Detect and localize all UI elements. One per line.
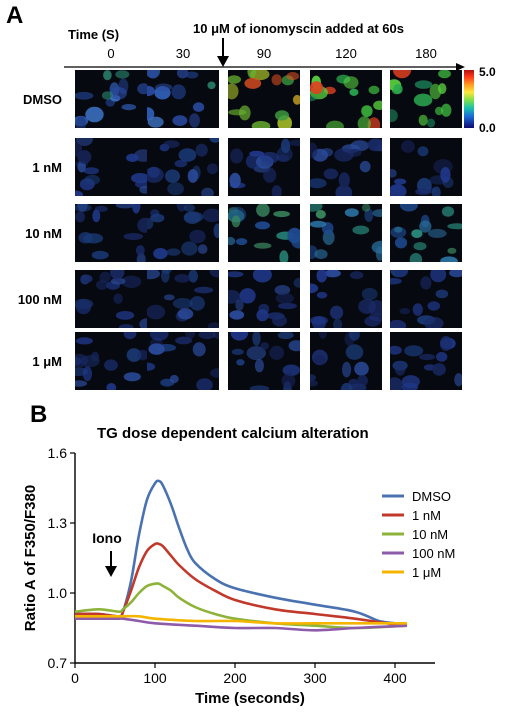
x-tick-label: 0	[71, 670, 79, 686]
fluorescence-image	[310, 70, 382, 128]
x-tick-label: 300	[303, 670, 327, 686]
fluorescence-image	[228, 70, 300, 128]
concentration-row-label: 10 nM	[25, 226, 62, 241]
fluorescence-image	[75, 138, 147, 196]
calcium-line-chart: TG dose dependent calcium alteration 0.7 1…	[22, 425, 455, 707]
time-axis-label: Time (S)	[68, 27, 120, 42]
annotation-unit: μM	[211, 21, 230, 36]
x-tick-label: 400	[383, 670, 407, 686]
fluorescence-image	[310, 204, 382, 262]
fluorescence-image	[390, 138, 462, 196]
legend-label: 10 nM	[412, 527, 448, 542]
x-tick-label: 100	[143, 670, 167, 686]
fluorescence-image	[228, 270, 300, 328]
time-point-label: 180	[415, 46, 437, 61]
fluorescence-image	[147, 332, 219, 390]
legend-label: DMSO	[412, 489, 451, 504]
fluorescence-image	[390, 70, 462, 128]
concentration-row-label: 100 nM	[17, 292, 62, 307]
concentration-row-label: 1 nM	[32, 160, 62, 175]
ionomycin-annotation: 10 μM of ionomyscin added at 60s	[193, 21, 404, 36]
time-point-label: 30	[175, 46, 191, 61]
fluorescence-image	[75, 332, 147, 390]
time-axis-arrow	[64, 63, 465, 71]
concentration-row-label: 1 μM	[32, 354, 62, 369]
fluorescence-image	[310, 138, 382, 196]
concentration-row-label: DMSO	[23, 92, 62, 107]
fluorescence-image	[228, 204, 300, 262]
time-point-label: 0	[107, 46, 115, 61]
time-point-label: 90	[256, 46, 272, 61]
x-tick-label: 200	[223, 670, 247, 686]
legend-label: 100 nM	[412, 546, 455, 561]
fluorescence-image	[310, 270, 382, 328]
fluorescence-image	[75, 204, 147, 262]
y-axis-label: Ratio A of F350/F380	[22, 485, 39, 631]
y-tick-label: 1.3	[48, 515, 68, 531]
fluorescence-image	[147, 138, 219, 196]
iono-arrow-head	[105, 566, 117, 577]
series-line-100-nm	[74, 617, 408, 632]
fluorescence-image	[147, 204, 219, 262]
annotation-suffix: of ionomyscin added at 60s	[229, 21, 404, 36]
fluorescence-image	[147, 70, 219, 128]
fluorescence-image	[310, 332, 382, 390]
chart-title: TG dose dependent calcium alteration	[97, 425, 369, 442]
ionomycin-arrow-icon	[217, 38, 229, 67]
legend-label: 1 nM	[412, 508, 441, 523]
legend-label: 1 μM	[412, 565, 441, 580]
fluorescence-image	[390, 332, 462, 390]
colorbar	[464, 70, 474, 128]
fluorescence-image	[390, 204, 462, 262]
fluorescence-image	[75, 270, 147, 328]
annotation-prefix: 10	[193, 21, 212, 36]
fluorescence-image	[390, 270, 462, 328]
time-point-label: 120	[335, 46, 357, 61]
fluorescence-image	[228, 332, 300, 390]
colorbar-max: 5.0	[479, 65, 496, 79]
iono-label: Iono	[92, 530, 122, 546]
y-tick-label: 0.7	[48, 655, 68, 671]
colorbar-min: 0.0	[479, 121, 496, 135]
y-tick-label: 1.0	[48, 585, 68, 601]
series-line-1-μm	[75, 614, 408, 625]
x-axis-label: Time (seconds)	[195, 690, 305, 707]
fluorescence-image	[75, 70, 147, 128]
fluorescence-image	[228, 138, 300, 196]
fluorescence-image	[147, 270, 219, 328]
panel-b-letter: B	[30, 401, 48, 428]
panel-a-letter: A	[6, 2, 24, 29]
y-tick-label: 1.6	[48, 445, 68, 461]
